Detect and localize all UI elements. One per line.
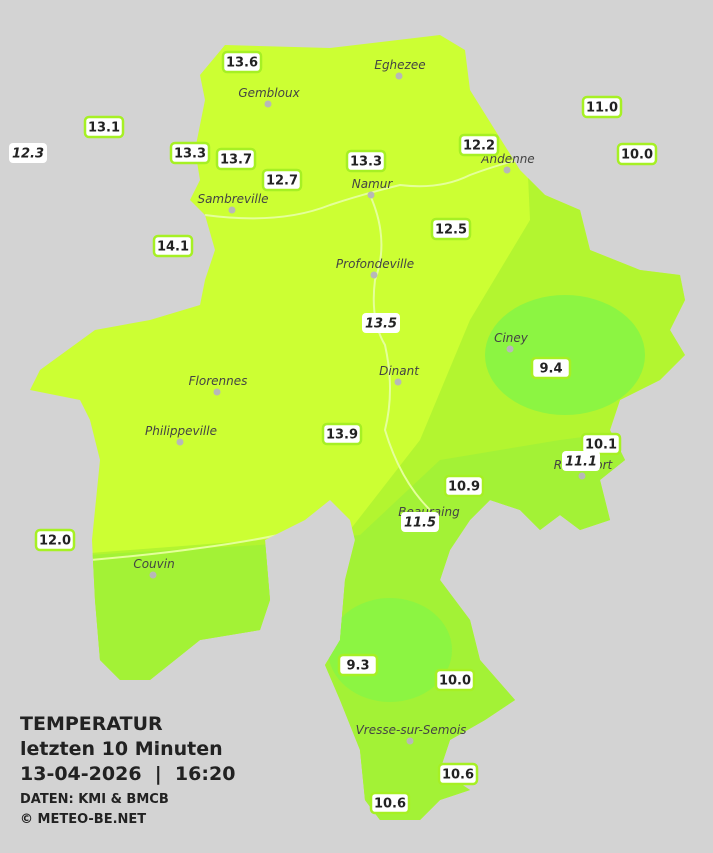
reading: 13.6	[226, 56, 258, 71]
subtitle: letzten 10 Minuten	[20, 738, 223, 760]
reading: 12.5	[435, 223, 467, 238]
city-dot	[578, 472, 586, 480]
city-name: Gembloux	[238, 86, 300, 100]
reading-box	[321, 422, 363, 446]
reading: 12.0	[39, 534, 71, 549]
city-name: Couvin	[133, 557, 174, 571]
title: TEMPERATUR	[20, 713, 163, 735]
reading: 14.1	[157, 240, 189, 255]
reading-box	[443, 474, 485, 498]
reading-box	[369, 791, 411, 815]
city-dot	[406, 737, 414, 745]
datetime: 13-04-2026 | 16:20	[20, 763, 235, 785]
reading-box	[616, 142, 658, 166]
city-name: Dinant	[379, 364, 420, 378]
city-dot	[394, 378, 402, 386]
zone-cold	[328, 598, 452, 702]
reading: 10.1	[585, 438, 617, 453]
secondary-reading: 11.1	[565, 455, 597, 470]
reading-box	[430, 217, 472, 241]
reading-box	[337, 653, 379, 677]
reading: 10.9	[448, 480, 480, 495]
reading: 13.7	[220, 153, 252, 168]
city-dot	[176, 438, 184, 446]
reading-box	[83, 115, 125, 139]
reading: 10.6	[442, 768, 474, 783]
reading-box	[458, 133, 500, 157]
secondary-box	[362, 313, 400, 333]
reading-box	[169, 141, 211, 165]
reading: 12.2	[463, 139, 495, 154]
river	[369, 194, 431, 511]
reading: 11.0	[586, 101, 618, 116]
reading-box	[215, 147, 257, 171]
copyright: © METEO-BE.NET	[20, 812, 146, 827]
reading: 10.0	[621, 148, 653, 163]
city-dot	[395, 72, 403, 80]
reading: 9.4	[539, 362, 562, 377]
reading: 12.7	[266, 174, 298, 189]
reading-box	[345, 149, 387, 173]
city-name: Namur	[352, 177, 394, 191]
secondary-reading: 13.5	[365, 317, 397, 332]
reading-box	[34, 528, 76, 552]
secondary-box	[401, 512, 439, 532]
city-dot	[264, 100, 272, 108]
secondary-reading: 12.3	[12, 147, 44, 162]
city-name: Eghezee	[374, 58, 425, 72]
city-name: Profondeville	[336, 257, 414, 271]
source: DATEN: KMI & BMCB	[20, 792, 169, 807]
city-dot	[213, 388, 221, 396]
reading: 13.9	[326, 428, 358, 443]
reading-box	[434, 668, 476, 692]
reading: 10.0	[439, 674, 471, 689]
city-dot	[367, 191, 375, 199]
city-name: Philippeville	[145, 424, 217, 438]
city-dot	[503, 166, 511, 174]
reading-box	[221, 50, 263, 74]
reading: 13.1	[88, 121, 120, 136]
city-dot	[228, 206, 236, 214]
reading-box	[261, 168, 303, 192]
river	[204, 149, 561, 220]
reading-box	[437, 762, 479, 786]
reading-box	[530, 356, 572, 380]
reading-box	[152, 234, 194, 258]
reading-box	[580, 432, 622, 456]
secondary-box	[9, 143, 47, 163]
secondary-reading: 11.5	[404, 516, 436, 531]
city-name: Ciney	[494, 331, 529, 345]
city-name: Vresse-sur-Semois	[356, 723, 467, 737]
reading-box	[581, 95, 623, 119]
reading: 13.3	[174, 147, 206, 162]
readings: 13.6 13.1 13.3 13.7 12.7 13.3 12.2 11.0 10.0 14.1…	[9, 50, 658, 815]
reading: 13.3	[350, 155, 382, 170]
secondary-box	[562, 451, 600, 471]
reading: 10.6	[374, 797, 406, 812]
city-dot	[149, 571, 157, 579]
city-name: Florennes	[189, 374, 248, 388]
zone-cold	[485, 295, 645, 415]
city-dot	[370, 271, 378, 279]
city-dot	[506, 345, 514, 353]
city-name: Sambreville	[197, 192, 268, 206]
reading: 9.3	[346, 659, 369, 674]
